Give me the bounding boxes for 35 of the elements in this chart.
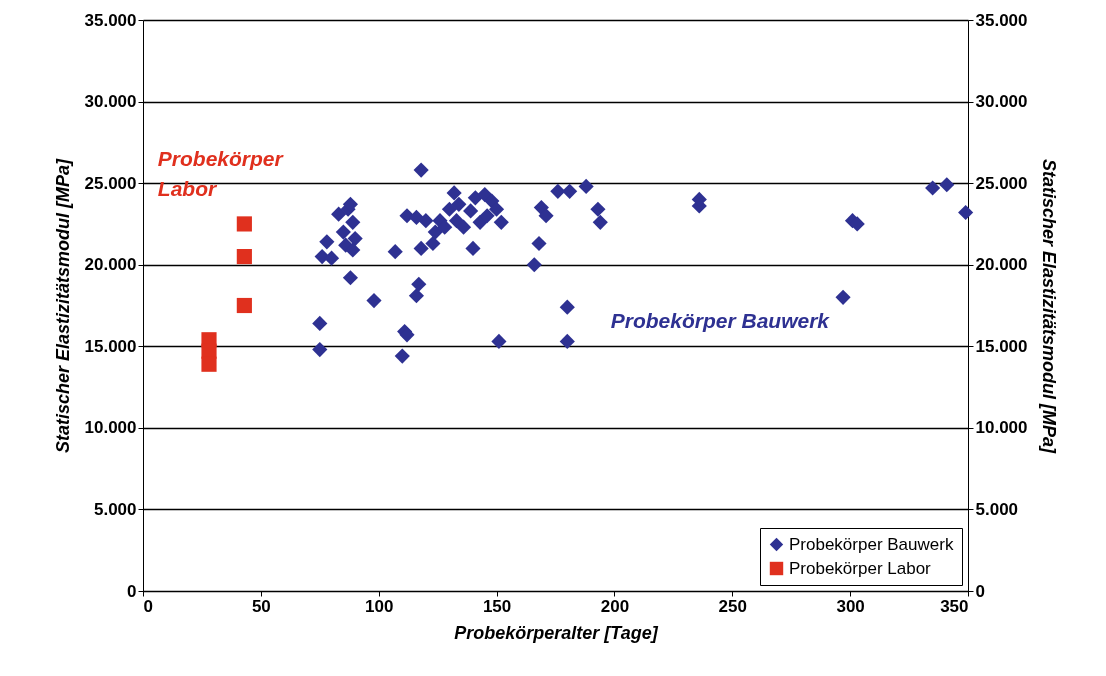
y-tick-label: 30.000	[84, 92, 137, 112]
y2-tick-label: 0	[975, 581, 985, 601]
x-tick-label: 250	[718, 596, 747, 616]
point	[201, 356, 217, 372]
y-tick-label: 25.000	[84, 173, 137, 193]
x-tick-label: 100	[365, 596, 394, 616]
annotation: Probekörper Bauwerk	[610, 309, 831, 333]
y2-tick-label: 30.000	[975, 92, 1028, 112]
x-axis-title: Probekörperalter [Tage]	[454, 622, 659, 643]
y-tick-label: 5.000	[93, 499, 137, 519]
y2-tick-label: 20.000	[975, 255, 1028, 275]
x-tick-label: 150	[482, 596, 512, 616]
legend-label: Probekörper Labor	[789, 558, 932, 578]
y-tick-label: 35.000	[84, 10, 137, 30]
y-tick-label: 15.000	[84, 336, 137, 356]
y2-tick-label: 25.000	[975, 173, 1028, 193]
y-tick-label: 20.000	[84, 255, 137, 275]
y2-tick-label: 5.000	[975, 499, 1019, 519]
point	[236, 216, 252, 232]
y2-tick-label: 35.000	[975, 10, 1028, 30]
point	[236, 297, 252, 314]
y2-axis-title: Statischer Elastizitätsmodul [MPa]	[1039, 158, 1060, 455]
y2-tick-label: 15.000	[975, 336, 1028, 356]
x-tick-label: 200	[600, 596, 630, 616]
y-tick-label: 0	[127, 581, 137, 601]
x-tick-label: 0	[143, 596, 153, 616]
x-tick-label: 350	[940, 596, 969, 616]
y-axis-title: Statischer Elastizitätsmodul [MPa]	[52, 157, 73, 454]
legend-label: Probekörper Bauwerk	[789, 534, 954, 554]
y-tick-label: 10.000	[84, 418, 137, 438]
annotation: Probekörper Labor	[157, 147, 285, 201]
y2-tick-label: 10.000	[975, 418, 1028, 438]
x-tick-label: 300	[836, 596, 865, 616]
x-tick-label: 50	[251, 596, 271, 616]
point	[236, 248, 252, 265]
